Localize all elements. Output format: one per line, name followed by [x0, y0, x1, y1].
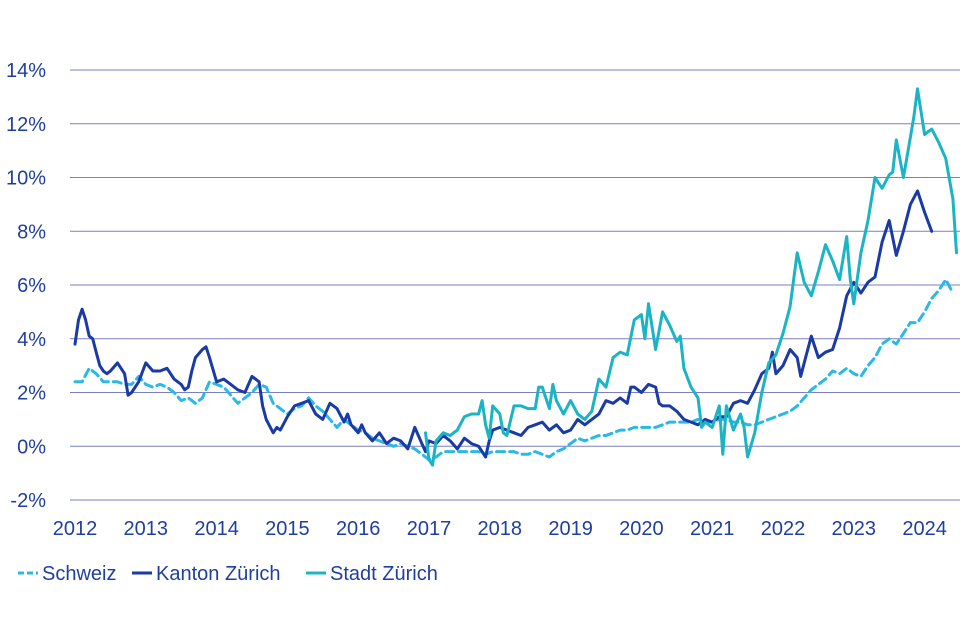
- y-axis-labels: -2% 0% 2% 4% 6% 8% 10% 12% 14%: [6, 60, 46, 512]
- series-lines: [73, 87, 958, 467]
- x-tick-label: 2017: [407, 518, 452, 540]
- y-tick-label: 12%: [6, 114, 46, 136]
- x-tick-label: 2022: [761, 518, 806, 540]
- x-tick-label: 2018: [478, 518, 523, 540]
- legend-label: Kanton Zürich: [156, 563, 281, 585]
- y-tick-label: 2%: [17, 383, 46, 405]
- series-line-1: [73, 189, 934, 459]
- series-line-2: [424, 87, 958, 467]
- y-tick-label: 14%: [6, 60, 46, 82]
- x-axis-labels: 2012 2013 2014 2015 2016 2017 2018 2019 2020 2021…: [53, 518, 947, 540]
- y-tick-label: 4%: [17, 329, 46, 351]
- gridlines: [70, 69, 960, 501]
- x-tick-label: 2020: [619, 518, 664, 540]
- x-tick-label: 2015: [265, 518, 310, 540]
- series-line-0: [73, 278, 955, 462]
- y-tick-label: -2%: [10, 490, 46, 512]
- legend-label: Schweiz: [42, 563, 116, 585]
- x-tick-label: 2014: [194, 518, 239, 540]
- legend-label: Stadt Zürich: [330, 563, 438, 585]
- y-tick-label: 0%: [17, 436, 46, 458]
- y-tick-label: 6%: [17, 275, 46, 297]
- legend: Schweiz Kanton Zürich Stadt Zürich: [18, 563, 438, 585]
- y-tick-label: 8%: [17, 221, 46, 243]
- x-tick-label: 2023: [832, 518, 877, 540]
- x-tick-label: 2016: [336, 518, 381, 540]
- x-tick-label: 2021: [690, 518, 735, 540]
- x-tick-label: 2019: [548, 518, 593, 540]
- x-tick-label: 2024: [902, 518, 947, 540]
- x-tick-label: 2012: [53, 518, 98, 540]
- x-tick-label: 2013: [124, 518, 169, 540]
- y-tick-label: 10%: [6, 168, 46, 190]
